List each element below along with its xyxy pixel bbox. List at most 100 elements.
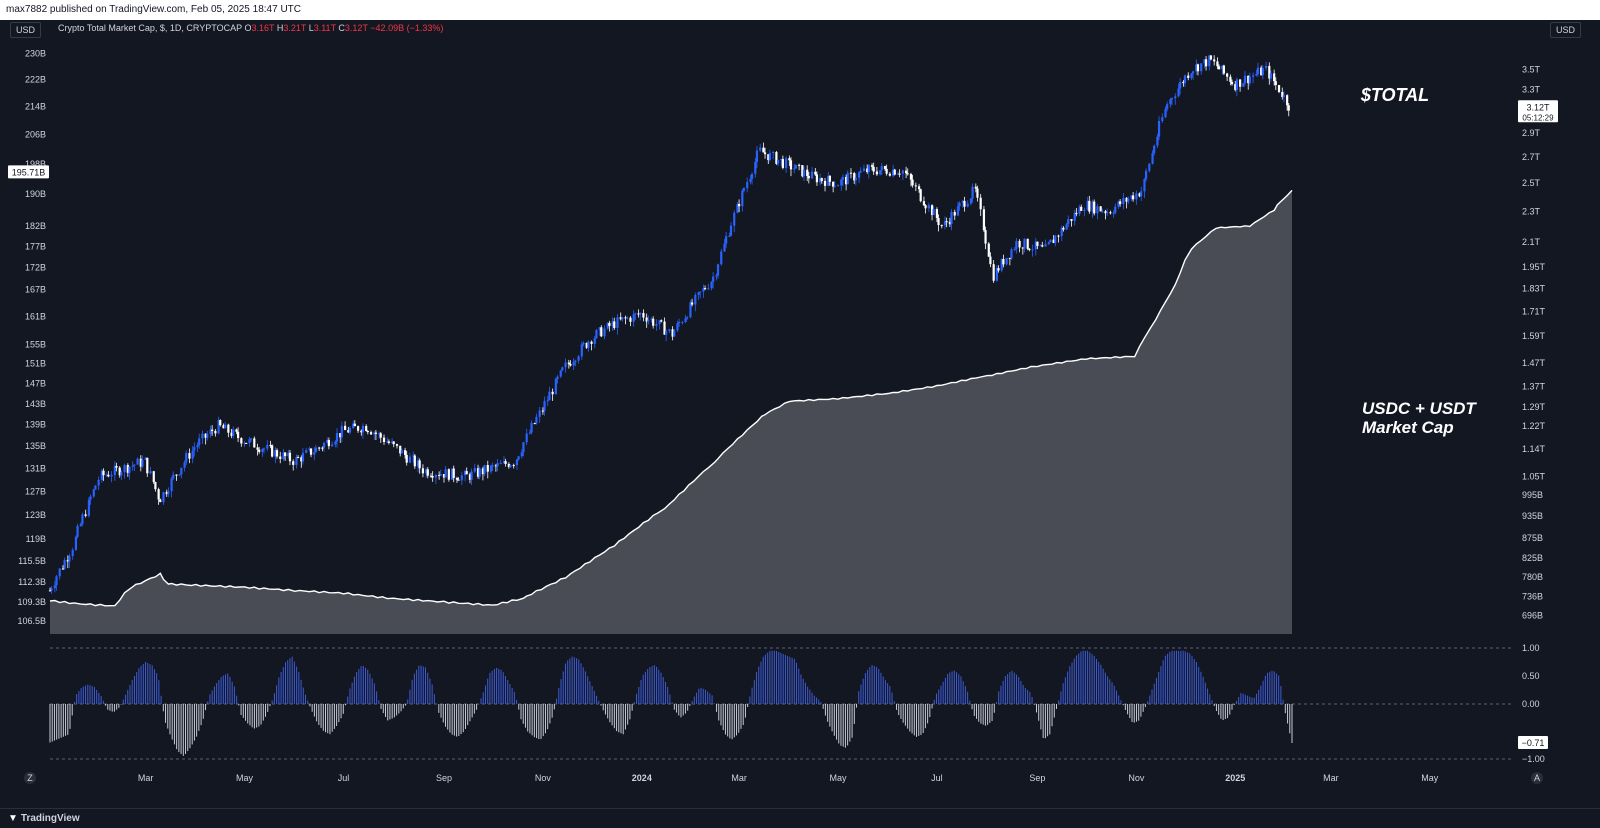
candle-body	[245, 442, 248, 444]
candle-body	[1156, 136, 1159, 146]
candle-body	[120, 472, 123, 476]
candle-body	[872, 166, 875, 172]
candle-body	[984, 230, 987, 244]
candle-body	[1282, 95, 1285, 98]
right-axis-tick: 1.22T	[1522, 421, 1546, 431]
candle-body	[162, 492, 165, 503]
right-axis-tick: 696B	[1522, 611, 1543, 621]
candle-body	[997, 268, 1000, 271]
candle-body	[1099, 206, 1102, 212]
candle-body	[598, 327, 601, 331]
candle-body	[810, 171, 814, 179]
candle-body	[243, 442, 246, 444]
candle-body	[849, 172, 853, 174]
symbol-title: Crypto Total Market Cap, $, 1D, CRYPTOCA…	[58, 23, 242, 33]
candle-body	[645, 317, 648, 322]
candle-body	[451, 468, 454, 480]
candle-body	[66, 560, 69, 562]
candle-body	[1106, 212, 1109, 214]
stablecoin-area-series	[49, 189, 1293, 634]
candle-body	[1191, 71, 1195, 74]
high-label: H	[276, 23, 284, 33]
candle-body	[395, 444, 399, 446]
candle-body	[665, 330, 668, 335]
candle-body	[214, 430, 217, 434]
chart-canvas[interactable]: 1.000.500.00−1.00 230B222B214B206B198B19…	[0, 0, 1600, 808]
candle-body	[139, 458, 142, 467]
right-currency-button[interactable]: USD	[1550, 22, 1582, 38]
bar-countdown-text: 05:12:29	[1522, 113, 1554, 122]
candle-body	[175, 474, 178, 476]
candle-body	[762, 147, 765, 153]
close-value: 3.12T	[344, 23, 368, 33]
left-currency-button[interactable]: USD	[10, 22, 42, 38]
candle-body	[1057, 235, 1060, 237]
candle-body	[167, 491, 170, 495]
candle-body	[932, 209, 935, 216]
candle-body	[115, 465, 118, 468]
candle-body	[232, 429, 235, 437]
candle-body	[681, 322, 684, 324]
candle-body	[699, 291, 702, 293]
right-axis-tick: 1.37T	[1522, 382, 1546, 392]
candle-body	[81, 514, 84, 524]
candle-body	[1028, 248, 1031, 251]
candle-body	[76, 525, 79, 537]
candle-body	[295, 457, 298, 465]
candle-body	[1117, 201, 1120, 207]
candle-body	[165, 492, 168, 495]
candle-body	[533, 423, 536, 425]
candle-body	[1073, 212, 1076, 221]
candle-body	[284, 452, 287, 457]
candle-body	[893, 169, 896, 175]
candle-body	[712, 276, 715, 282]
candle-body	[1140, 191, 1143, 197]
candle-body	[1230, 81, 1234, 85]
candle-body	[209, 429, 212, 435]
candle-body	[870, 165, 874, 167]
candle-body	[481, 468, 485, 475]
candle-body	[772, 152, 775, 154]
candle-body	[1041, 245, 1044, 247]
left-price-axis: 230B 222B 214B 206B 198B 190B 182B 177B 172B 167B…	[17, 48, 46, 626]
tradingview-logo[interactable]: ▼ TradingView	[0, 809, 80, 828]
auto-scale-a-badge	[1531, 772, 1543, 784]
candle-body	[755, 150, 759, 162]
candle-body	[987, 243, 990, 257]
candle-body	[269, 444, 272, 446]
candle-body	[606, 322, 609, 329]
right-axis-tick: 825B	[1522, 553, 1543, 563]
candle-body	[914, 185, 917, 187]
candle-body	[58, 568, 61, 577]
candle-body	[133, 464, 136, 466]
candle-body	[378, 433, 381, 435]
candle-body	[136, 458, 139, 465]
candle-body	[875, 171, 879, 175]
candle-body	[749, 178, 752, 182]
candle-body	[1080, 206, 1083, 211]
candle-body	[833, 185, 836, 187]
candle-body	[737, 204, 741, 207]
candle-body	[261, 449, 264, 452]
candle-body	[940, 225, 943, 227]
candle-body	[655, 323, 658, 326]
candle-body	[603, 328, 606, 337]
symbol-legend: Crypto Total Market Cap, $, 1D, CRYPTOCA…	[58, 22, 443, 34]
right-axis-tick: 2.7T	[1522, 152, 1541, 162]
candle-body	[1217, 66, 1221, 70]
candle-body	[1112, 212, 1115, 214]
candle-body	[271, 445, 274, 457]
time-axis: Mar May Jul Sep Nov 2024 Mar May Jul Sep Nov 2025 Ma…	[24, 772, 1543, 784]
candle-body	[347, 430, 350, 433]
right-axis-tick: 1.47T	[1522, 358, 1546, 368]
candle-body	[905, 170, 908, 174]
left-axis-tick: 143B	[25, 399, 46, 409]
candle-body	[567, 362, 570, 364]
candle-body	[945, 221, 948, 223]
publish-header: max7882 published on TradingView.com, Fe…	[0, 0, 1600, 20]
stablecoin-area-fill	[50, 190, 1292, 634]
candle-body	[611, 321, 614, 327]
candle-body	[425, 469, 428, 474]
candle-body	[746, 181, 749, 189]
left-axis-tick: 112.3B	[18, 577, 46, 587]
